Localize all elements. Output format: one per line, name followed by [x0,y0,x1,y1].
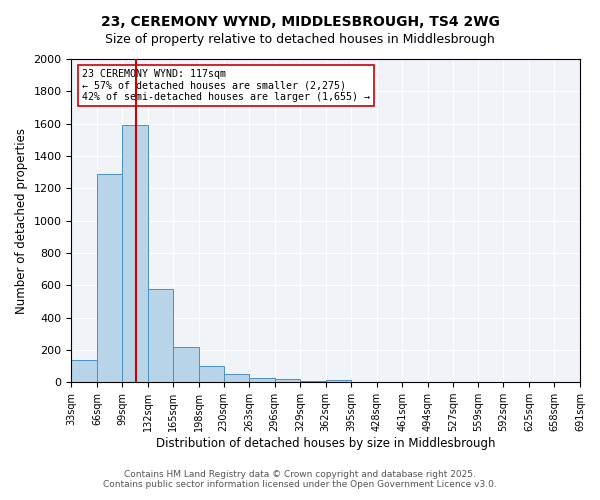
Bar [122,126,148,382]
Bar [224,374,249,382]
Text: 23, CEREMONY WYND, MIDDLESBROUGH, TS4 2WG: 23, CEREMONY WYND, MIDDLESBROUGH, TS4 2W… [101,15,499,29]
Bar [275,380,300,382]
Text: Contains HM Land Registry data © Crown copyright and database right 2025.
Contai: Contains HM Land Registry data © Crown c… [103,470,497,489]
Bar [249,378,275,382]
Bar [199,366,224,382]
Bar [71,360,97,382]
Text: Size of property relative to detached houses in Middlesbrough: Size of property relative to detached ho… [105,32,495,46]
Bar [148,290,173,382]
Bar [326,380,351,382]
Bar [97,174,122,382]
Bar [173,348,199,382]
Bar [300,381,326,382]
Y-axis label: Number of detached properties: Number of detached properties [15,128,28,314]
X-axis label: Distribution of detached houses by size in Middlesbrough: Distribution of detached houses by size … [156,437,496,450]
Text: 23 CEREMONY WYND: 117sqm
← 57% of detached houses are smaller (2,275)
42% of sem: 23 CEREMONY WYND: 117sqm ← 57% of detach… [82,68,370,102]
